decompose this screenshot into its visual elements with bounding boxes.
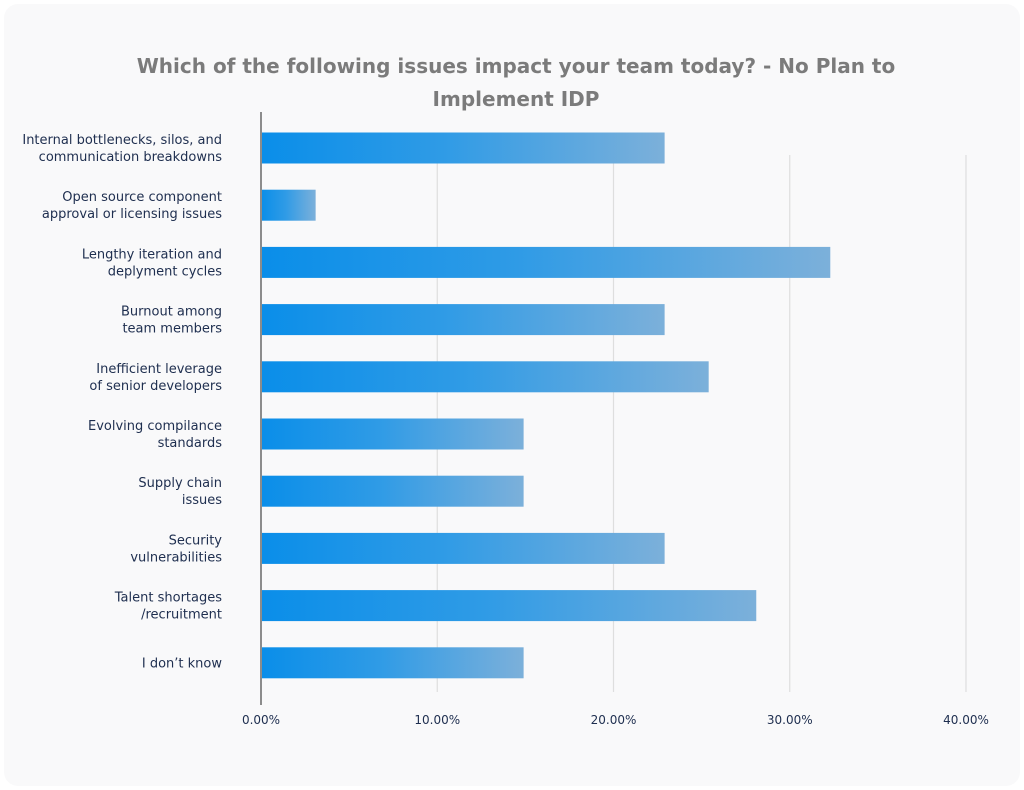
category-label: approval or licensing issues	[42, 207, 222, 222]
bar	[261, 590, 757, 622]
bar	[261, 189, 316, 221]
x-tick-label: 0.00%	[242, 713, 280, 727]
category-label: Open source component	[62, 190, 222, 205]
bar	[261, 418, 524, 450]
category-label: of senior developers	[89, 379, 222, 394]
bar	[261, 475, 524, 507]
category-label: Talent shortages	[114, 591, 222, 606]
x-tick-label: 30.00%	[767, 713, 813, 727]
x-tick-label: 10.00%	[414, 713, 460, 727]
bar	[261, 361, 709, 393]
chart-title-line-1: Which of the following issues impact you…	[136, 54, 896, 78]
category-label: /recruitment	[141, 608, 222, 623]
category-label: Security	[169, 533, 223, 548]
chart-title: Which of the following issues impact you…	[4, 50, 1024, 116]
bar	[261, 132, 665, 164]
bar	[261, 246, 831, 278]
category-label: Inefficient leverage	[96, 362, 222, 377]
category-label: communication breakdowns	[39, 150, 223, 165]
x-tick-label: 40.00%	[943, 713, 989, 727]
chart-title-line-2: Implement IDP	[432, 87, 600, 111]
x-tick-label: 20.00%	[591, 713, 637, 727]
bars	[261, 132, 831, 679]
category-label: Burnout among	[121, 305, 222, 320]
category-label: Supply chain	[138, 476, 222, 491]
category-label: deplyment cycles	[108, 264, 223, 279]
category-label: issues	[182, 493, 222, 508]
category-label: vulnerabilities	[130, 550, 222, 565]
category-label: I don’t know	[142, 656, 222, 671]
category-label: Internal bottlenecks, silos, and	[22, 133, 222, 148]
category-label: Lengthy iteration and	[82, 247, 222, 262]
category-label: standards	[158, 436, 223, 451]
x-tick-labels: 0.00% 10.00% 20.00% 30.00% 40.00%	[242, 713, 989, 727]
category-label: team members	[122, 322, 222, 337]
bar	[261, 304, 665, 336]
category-label: Evolving compilance	[88, 419, 222, 434]
category-labels: Internal bottlenecks, silos, and communic…	[22, 133, 222, 671]
bar	[261, 532, 665, 564]
bar	[261, 647, 524, 679]
